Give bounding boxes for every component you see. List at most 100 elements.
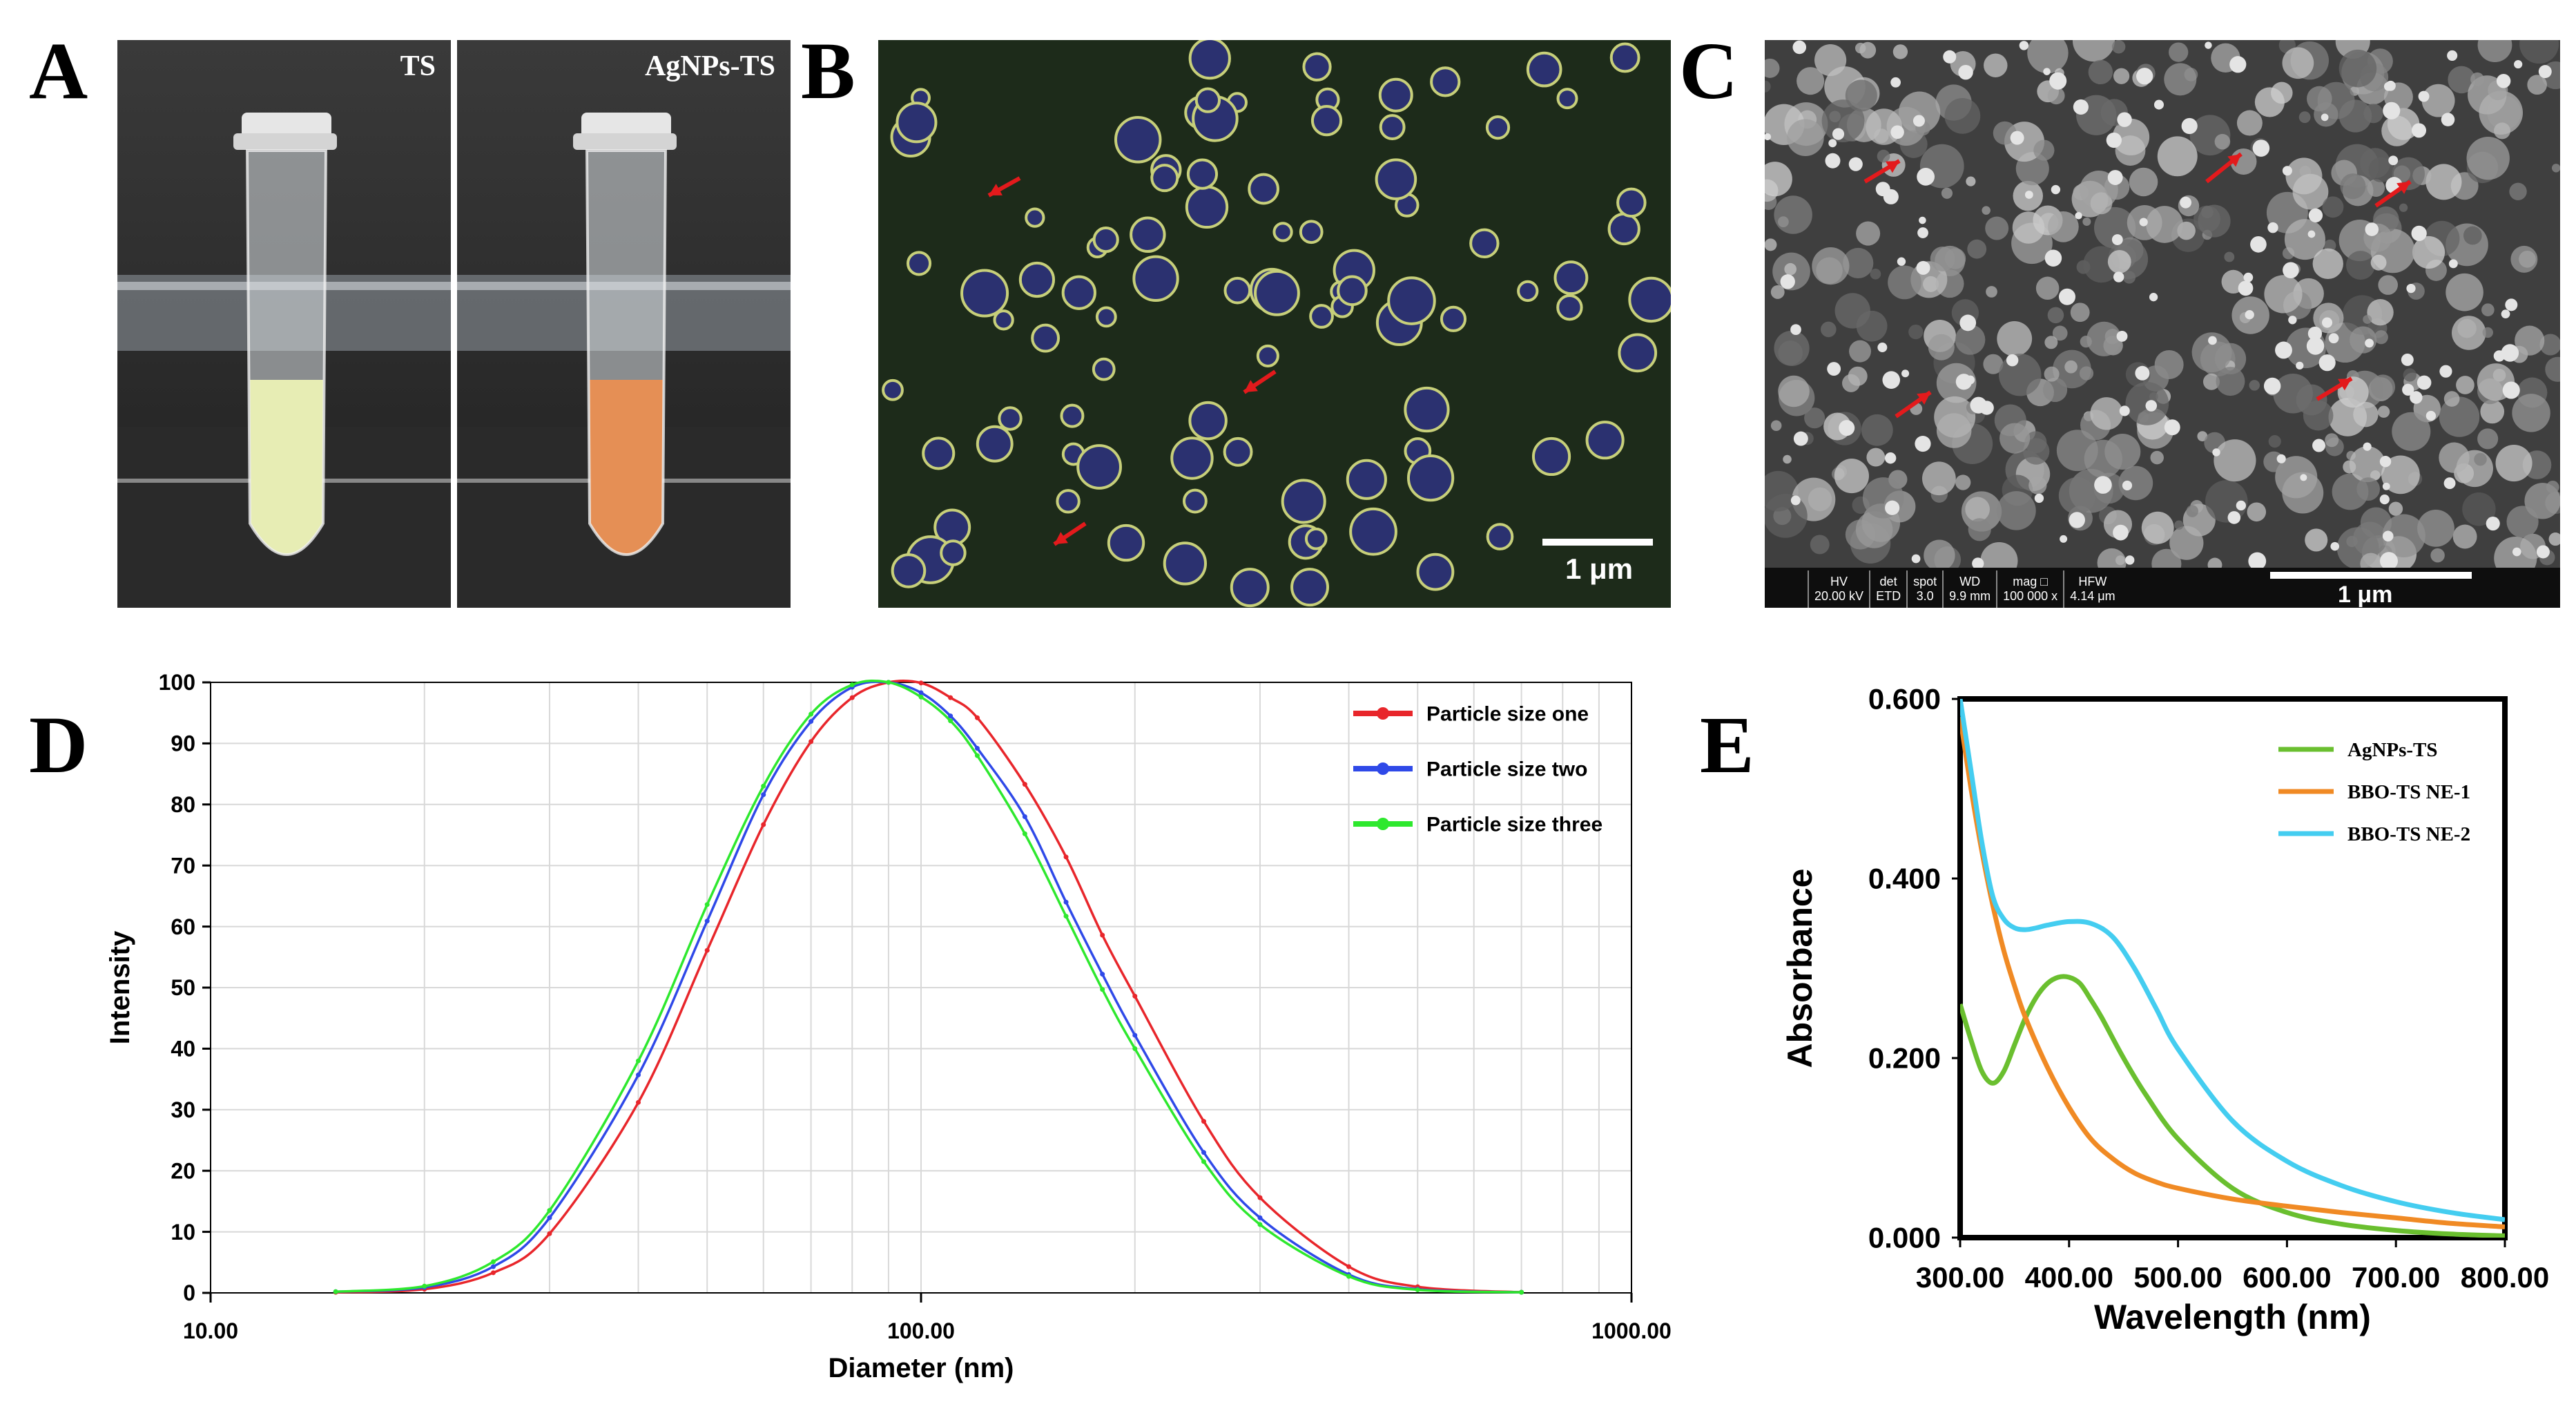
sem-grain: [2421, 84, 2455, 117]
chart-e-svg: 300.00 400.00 500.00 600.00 700.00 800.00 0.00…: [1781, 683, 2549, 1336]
particle: [1182, 488, 1208, 514]
sem-grain: [2249, 380, 2260, 391]
sem-grain: [2191, 332, 2232, 373]
sem-info-value: 4.14 μm: [2070, 589, 2115, 603]
sem-grain: [1843, 247, 1874, 279]
sem-grain: [2070, 303, 2090, 323]
sem-highlight: [1827, 362, 1841, 376]
sem-grain: [1834, 459, 1869, 494]
x-tick-label: 700.00: [2352, 1261, 2440, 1294]
y-tick-label: 30: [171, 1097, 195, 1122]
sem-highlight: [2060, 535, 2068, 543]
sem-highlight: [2425, 410, 2437, 421]
sem-highlight: [2243, 272, 2254, 282]
sem-highlight: [2252, 140, 2270, 157]
data-point: [422, 1283, 427, 1289]
sem-grain: [2322, 196, 2344, 218]
sem-highlight: [2514, 59, 2523, 69]
sem-grain: [1955, 325, 1986, 355]
data-point: [849, 695, 855, 700]
sem-grain: [2509, 182, 2527, 200]
sem-grain: [2088, 59, 2113, 85]
scale-label-b: 1 μm: [1565, 553, 1634, 585]
particle: [940, 539, 967, 566]
sem-info-key: WD: [1959, 575, 1981, 588]
y-tick-label: 0.400: [1868, 863, 1941, 895]
y-tick-label: 100: [159, 670, 195, 695]
sem-highlight: [2300, 474, 2307, 481]
data-point: [333, 1289, 338, 1294]
data-point: [918, 680, 924, 686]
sem-grain: [1984, 53, 2008, 77]
sem-grain: [2439, 442, 2470, 473]
sem-highlight: [1911, 554, 1921, 564]
data-point: [974, 715, 980, 720]
sem-highlight: [2402, 383, 2414, 396]
sem-grain: [2224, 251, 2235, 262]
sem-highlight: [2382, 482, 2390, 490]
particle: [1607, 212, 1640, 246]
sem-highlight: [2380, 552, 2399, 570]
sem-highlight: [2106, 132, 2122, 148]
sem-c-texture: [1765, 40, 2560, 580]
sem-highlight: [1959, 314, 1977, 332]
particle: [1290, 568, 1330, 607]
data-point: [1257, 1222, 1263, 1227]
sem-grain: [2363, 314, 2372, 324]
sem-grain: [2439, 396, 2480, 437]
sem-grain: [1821, 321, 1837, 338]
sem-grain: [1877, 149, 1890, 163]
sem-grain: [2094, 207, 2136, 249]
sem-grain: [1888, 265, 1921, 300]
sem-info-key: spot: [1913, 575, 1937, 588]
sem-grain: [2545, 356, 2560, 382]
particle: [1150, 164, 1179, 193]
sem-info-fields: HV 20.00 kV det ETD spot 3.0 WD 9.9 mm mag □ 100 …: [1808, 570, 2121, 608]
sem-grain: [2086, 321, 2122, 356]
sem-grain: [2546, 480, 2559, 494]
sem-highlight: [1915, 435, 1931, 452]
data-point: [974, 753, 980, 758]
sem-grain: [2481, 303, 2495, 316]
data-point: [490, 1264, 496, 1269]
sem-grain: [1999, 353, 2042, 396]
sem-grain: [1999, 423, 2031, 454]
sem-grain: [2047, 87, 2065, 105]
legend-marker: [1377, 818, 1389, 830]
sem-highlight: [2212, 448, 2220, 457]
sem-grain: [2268, 435, 2281, 448]
data-point: [1415, 1287, 1420, 1293]
sem-grain: [2247, 502, 2267, 522]
sem-highlight: [2365, 338, 2374, 348]
sem-highlight: [2267, 222, 2278, 233]
sem-highlight: [2024, 191, 2033, 199]
sem-info-key: HV: [1830, 575, 1848, 588]
particle: [1526, 51, 1562, 88]
sem-grain: [2367, 299, 2394, 326]
sem-highlight: [1790, 324, 1801, 336]
sem-highlight: [1885, 500, 1900, 515]
sem-grain: [2292, 173, 2329, 210]
particle: [891, 553, 927, 588]
sem-highlight: [2051, 184, 2061, 195]
sem-grain: [1765, 162, 1792, 197]
sem-grain: [2368, 157, 2394, 182]
sem-highlight: [2307, 326, 2323, 341]
particle: [1107, 524, 1145, 562]
sem-highlight: [1792, 40, 1807, 55]
y-tick-label: 40: [171, 1037, 195, 1062]
y-tick-label: 50: [171, 975, 195, 1000]
data-point: [547, 1208, 552, 1213]
sem-highlight: [2439, 365, 2452, 378]
sem-grain: [2548, 532, 2560, 546]
sem-grain: [2202, 373, 2220, 390]
sem-grain: [2216, 367, 2245, 396]
sem-highlight: [2385, 80, 2396, 91]
sem-highlight: [2135, 365, 2150, 381]
sem-grain: [2457, 318, 2477, 338]
sem-highlight: [2236, 500, 2247, 511]
series-line-1: [1960, 974, 2505, 1238]
sem-highlight: [2448, 259, 2458, 269]
data-point: [1022, 831, 1027, 836]
sem-highlight: [2321, 113, 2329, 122]
